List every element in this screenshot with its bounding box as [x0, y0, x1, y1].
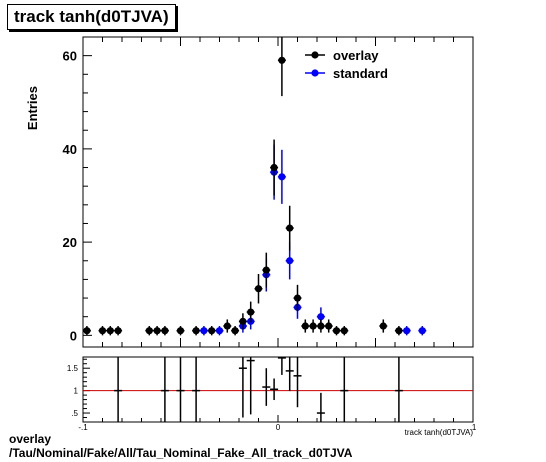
ratio-x-tick-label: 0 [276, 423, 281, 432]
overlay-data-point [83, 327, 91, 335]
overlay-data-point [176, 327, 185, 335]
overlay-data-point [192, 327, 200, 335]
main-frame [82, 36, 474, 348]
overlay-data-point [301, 322, 309, 330]
legend-label-overlay: overlay [333, 48, 379, 63]
y-tick-label: 60 [63, 49, 77, 64]
overlay-data-point [262, 266, 270, 274]
overlay-data-point [161, 327, 169, 335]
standard-data-point [317, 313, 325, 321]
caption-line-1: overlay [9, 432, 52, 446]
ratio-x-tick-label: -.1 [78, 423, 88, 432]
overlay-data-point [278, 56, 286, 64]
x-axis-label: track tanh(d0TJVA) [405, 428, 474, 437]
chart-title: track tanh(d0TJVA) [7, 4, 176, 30]
y-tick-label: 40 [63, 142, 77, 157]
overlay-data-point [145, 327, 153, 335]
overlay-data-point [106, 327, 114, 335]
overlay-data-point [293, 294, 302, 302]
legend-label-standard: standard [333, 66, 388, 81]
standard-data-point [215, 327, 224, 335]
standard-data-point [403, 327, 411, 335]
overlay-data-point [239, 317, 247, 325]
overlay-data-point [254, 285, 263, 293]
overlay-data-point [309, 322, 317, 330]
standard-data-point [286, 257, 294, 265]
overlay-data-point [395, 327, 403, 335]
ratio-x-tick-label: .1 [470, 423, 477, 432]
overlay-data-point [270, 163, 278, 172]
ratio-y-tick-label: 1 [74, 387, 79, 396]
standard-data-point [200, 327, 208, 335]
y-tick-label: 0 [70, 328, 77, 343]
caption-path: /Tau/Nominal/Fake/All/Tau_Nominal_Fake_A… [9, 446, 353, 460]
standard-data-point [418, 327, 426, 335]
overlay-data-point [114, 327, 122, 335]
ratio-y-tick-label: 1.5 [67, 364, 79, 373]
overlay-data-point [231, 327, 239, 335]
overlay-data-point [340, 327, 348, 335]
overlay-data-point [223, 322, 231, 330]
ratio-y-tick-label: .5 [71, 409, 78, 418]
legend-marker [311, 69, 319, 77]
overlay-data-point [317, 322, 325, 330]
standard-data-point [278, 173, 286, 181]
y-tick-label: 20 [63, 235, 77, 250]
overlay-data-point [286, 224, 294, 232]
overlay-data-point [325, 322, 333, 330]
overlay-data-point [153, 327, 161, 335]
legend-marker [311, 51, 319, 59]
overlay-data-point [98, 327, 107, 335]
overlay-data-point [332, 327, 341, 335]
y-axis-label: Entries [25, 86, 40, 130]
overlay-data-point [247, 308, 255, 316]
overlay-data-point [379, 322, 387, 330]
overlay-data-point [208, 327, 216, 335]
